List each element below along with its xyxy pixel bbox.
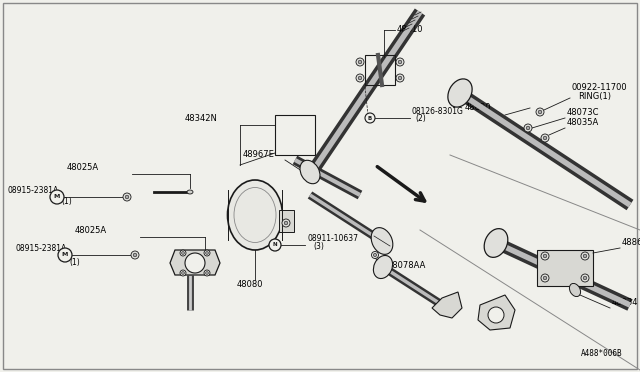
Text: M: M <box>54 195 60 199</box>
Circle shape <box>541 252 549 260</box>
Text: 48025A: 48025A <box>75 226 107 235</box>
Text: 08126-8301G: 08126-8301G <box>412 107 464 116</box>
Text: 08911-10637: 08911-10637 <box>307 234 358 243</box>
Circle shape <box>125 195 129 199</box>
Text: 48078AA: 48078AA <box>388 261 426 270</box>
Text: M: M <box>62 253 68 257</box>
Circle shape <box>543 254 547 258</box>
Circle shape <box>358 76 362 80</box>
Bar <box>275 115 315 155</box>
Circle shape <box>524 124 532 132</box>
Circle shape <box>371 251 378 259</box>
Circle shape <box>205 272 209 275</box>
Text: (1): (1) <box>69 258 80 267</box>
Circle shape <box>182 251 184 254</box>
Circle shape <box>581 252 589 260</box>
Polygon shape <box>432 292 462 318</box>
Polygon shape <box>170 250 220 275</box>
Circle shape <box>398 76 402 80</box>
Circle shape <box>282 219 290 227</box>
Circle shape <box>50 190 64 204</box>
Ellipse shape <box>227 180 282 250</box>
Ellipse shape <box>300 160 320 184</box>
Text: A488*006B: A488*006B <box>580 349 622 358</box>
Text: 48860: 48860 <box>622 238 640 247</box>
Circle shape <box>356 58 364 66</box>
Ellipse shape <box>484 229 508 257</box>
Circle shape <box>398 60 402 64</box>
Circle shape <box>543 136 547 140</box>
Polygon shape <box>478 295 515 330</box>
Polygon shape <box>537 250 593 286</box>
Circle shape <box>180 270 186 276</box>
Circle shape <box>205 251 209 254</box>
Circle shape <box>358 60 362 64</box>
Text: 48025A: 48025A <box>67 163 99 172</box>
Text: B: B <box>368 115 372 121</box>
Text: 48820: 48820 <box>465 103 492 112</box>
Circle shape <box>488 307 504 323</box>
Circle shape <box>269 239 281 251</box>
Text: 48080: 48080 <box>237 280 264 289</box>
Circle shape <box>180 250 186 256</box>
Text: N: N <box>273 243 277 247</box>
Circle shape <box>182 272 184 275</box>
Circle shape <box>58 248 72 262</box>
Circle shape <box>131 251 139 259</box>
Circle shape <box>365 113 375 123</box>
Circle shape <box>123 193 131 201</box>
Circle shape <box>396 58 404 66</box>
Circle shape <box>541 274 549 282</box>
Ellipse shape <box>371 228 393 254</box>
Circle shape <box>536 108 544 116</box>
Text: 00922-11700: 00922-11700 <box>572 83 628 92</box>
Text: (2): (2) <box>415 114 426 123</box>
Ellipse shape <box>373 256 392 279</box>
Text: 48810: 48810 <box>397 25 424 33</box>
Text: 48934: 48934 <box>612 298 639 307</box>
Text: 48967E: 48967E <box>243 150 275 159</box>
Circle shape <box>581 274 589 282</box>
Ellipse shape <box>187 190 193 194</box>
Circle shape <box>526 126 530 130</box>
Circle shape <box>204 270 210 276</box>
Circle shape <box>356 74 364 82</box>
Circle shape <box>373 253 376 257</box>
Text: 08915-2381A: 08915-2381A <box>8 186 59 195</box>
Text: RING(1): RING(1) <box>578 92 611 101</box>
Text: (3): (3) <box>313 242 324 251</box>
Circle shape <box>543 276 547 280</box>
Circle shape <box>204 250 210 256</box>
Text: 48035A: 48035A <box>567 118 599 127</box>
Bar <box>279 210 294 232</box>
Circle shape <box>583 276 587 280</box>
Text: 08915-2381A: 08915-2381A <box>16 244 67 253</box>
Text: (1): (1) <box>61 197 72 206</box>
Circle shape <box>185 253 205 273</box>
Text: 48073C: 48073C <box>567 108 600 117</box>
Text: 48342N: 48342N <box>185 114 218 123</box>
Ellipse shape <box>570 283 580 296</box>
Circle shape <box>583 254 587 258</box>
Circle shape <box>133 253 137 257</box>
Circle shape <box>541 134 549 142</box>
Circle shape <box>396 74 404 82</box>
Circle shape <box>538 110 542 114</box>
Ellipse shape <box>448 79 472 107</box>
Circle shape <box>284 221 288 225</box>
